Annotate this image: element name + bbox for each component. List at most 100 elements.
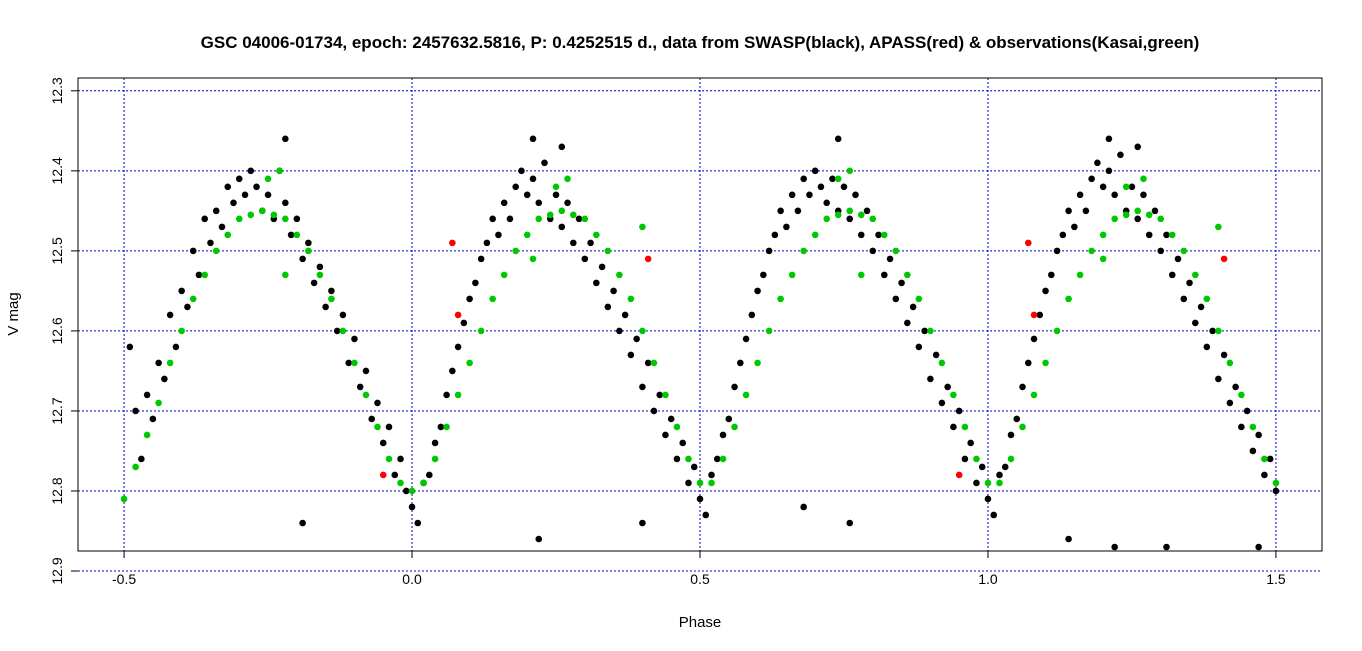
data-point — [523, 231, 531, 239]
data-point — [696, 479, 704, 487]
data-point — [996, 471, 1003, 479]
data-point — [667, 415, 675, 423]
data-point — [1128, 183, 1136, 191]
data-point — [1059, 231, 1067, 239]
data-point — [282, 215, 289, 223]
data-point — [1013, 415, 1021, 423]
data-point — [679, 439, 687, 447]
data-point — [1255, 431, 1262, 439]
data-point — [639, 327, 646, 335]
data-point — [253, 183, 260, 191]
data-point — [328, 295, 335, 303]
y-tick-label: 12.4 — [49, 157, 65, 184]
data-point — [1134, 207, 1142, 215]
data-points — [120, 135, 1280, 567]
data-point — [172, 343, 180, 351]
data-point — [454, 343, 462, 351]
data-point — [880, 231, 888, 239]
data-point — [224, 183, 232, 191]
data-point — [264, 175, 272, 183]
data-point — [282, 135, 289, 143]
data-point — [310, 279, 318, 287]
data-point — [1065, 207, 1072, 215]
data-point — [846, 215, 854, 223]
data-point — [846, 207, 854, 215]
data-point — [650, 359, 658, 367]
data-point — [892, 295, 900, 303]
data-point — [1180, 247, 1188, 255]
data-point — [1243, 407, 1251, 415]
data-point — [143, 431, 151, 439]
data-point — [564, 199, 571, 207]
data-point — [155, 359, 162, 367]
data-point — [293, 231, 301, 239]
data-point — [1180, 295, 1188, 303]
data-point — [587, 239, 594, 247]
x-tick-label: 1.5 — [1266, 571, 1286, 587]
data-point — [616, 271, 623, 279]
data-point — [512, 183, 520, 191]
data-point — [270, 211, 278, 219]
data-point — [955, 471, 963, 479]
data-point — [1261, 471, 1268, 479]
x-tick-label: 0.0 — [402, 571, 422, 587]
data-point — [466, 359, 473, 367]
data-point — [973, 455, 980, 463]
y-tick-label: 12.9 — [49, 557, 65, 584]
data-point — [523, 191, 531, 199]
data-point — [742, 391, 750, 399]
data-point — [282, 199, 289, 207]
data-point — [385, 423, 393, 431]
y-tick-label: 12.8 — [49, 477, 65, 504]
data-point — [1007, 455, 1015, 463]
data-point — [477, 327, 485, 335]
data-point — [961, 423, 969, 431]
data-point — [604, 247, 612, 255]
data-point — [1099, 231, 1107, 239]
series-swasp — [126, 135, 1280, 567]
data-point — [391, 471, 399, 479]
data-point — [777, 207, 784, 215]
data-point — [1215, 375, 1222, 383]
data-point — [869, 247, 877, 255]
data-point — [351, 359, 358, 367]
data-point — [639, 383, 646, 391]
data-point — [132, 552, 139, 559]
data-point — [771, 231, 779, 239]
data-point — [673, 455, 681, 463]
data-point — [489, 560, 496, 567]
data-point — [1082, 207, 1090, 215]
data-point — [616, 327, 623, 335]
data-point — [788, 271, 796, 279]
data-point — [800, 247, 807, 255]
data-point — [449, 239, 456, 247]
x-axis-label: Phase — [679, 614, 722, 631]
data-point — [1220, 351, 1228, 359]
data-point — [690, 463, 698, 471]
data-point — [1226, 359, 1234, 367]
data-point — [598, 263, 606, 271]
data-point — [857, 271, 865, 279]
data-point — [201, 215, 209, 223]
data-point — [1105, 167, 1113, 175]
data-point — [581, 255, 589, 263]
data-point — [1088, 247, 1095, 255]
data-point — [316, 271, 324, 279]
data-point — [656, 391, 663, 399]
data-point — [1249, 447, 1257, 455]
data-point — [1191, 271, 1199, 279]
data-point — [1157, 247, 1165, 255]
y-tick-label: 12.5 — [49, 237, 65, 264]
data-point — [299, 255, 306, 263]
data-point — [437, 423, 445, 431]
data-point — [287, 231, 295, 239]
data-point — [713, 455, 721, 463]
data-point — [1168, 271, 1176, 279]
data-point — [362, 367, 370, 375]
data-point — [1238, 391, 1245, 399]
data-point — [195, 271, 203, 279]
data-point — [915, 343, 923, 351]
data-point — [1099, 255, 1107, 263]
data-point — [938, 359, 946, 367]
data-point — [1145, 211, 1153, 219]
